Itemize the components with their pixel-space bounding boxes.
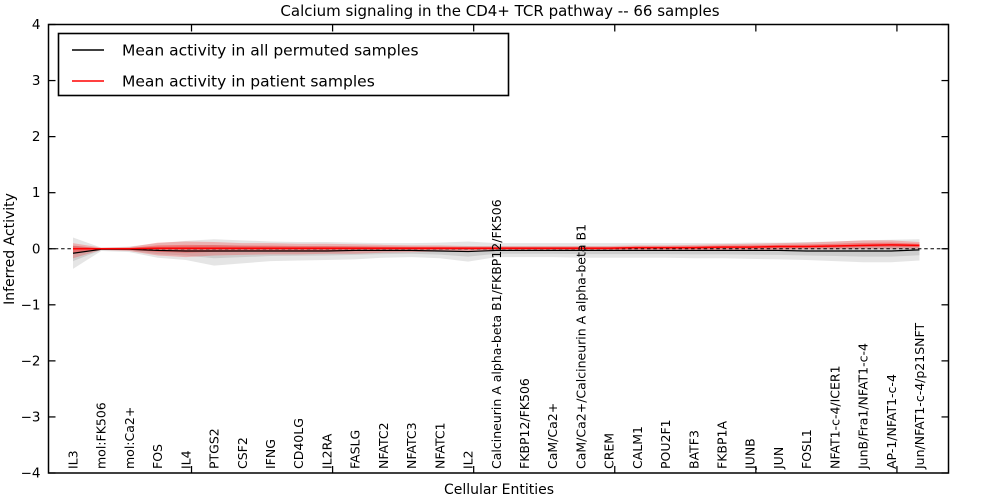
permuted-band-outer [73, 237, 920, 269]
x-category-label: JunB/Fra1/NFAT1-c-4 [856, 343, 871, 470]
patient-band-outer [73, 240, 920, 259]
x-category-label: IL4 [178, 450, 193, 469]
x-category-label: mol:FK506 [94, 402, 109, 469]
x-category-label: IFNG [263, 439, 278, 469]
y-axis-title: Inferred Activity [2, 193, 18, 305]
y-tick-label: 2 [32, 129, 41, 145]
y-tick-label: 4 [32, 17, 41, 33]
x-category-label: IL2 [461, 450, 476, 469]
plot-area: −4 −3 −2 −1 0 1 2 3 4 IL3 mol:FK506 mol:Ca2+ FOS IL4 P… [21, 17, 949, 482]
x-category-label: AP-1/NFAT1-c-4 [884, 374, 899, 469]
y-tick-label: 3 [32, 73, 41, 89]
x-category-label: NFATC3 [404, 422, 419, 469]
x-category-label: JUN [771, 447, 786, 470]
x-category-label: Jun/NFAT1-c-4/p21SNFT [912, 323, 927, 470]
x-category-label: CaM/Ca2+/Calcineurin A alpha-beta B1 [573, 224, 588, 469]
permuted-mean-line [72, 248, 920, 254]
plot-border [47, 23, 950, 474]
x-category-label: FOS [150, 444, 165, 469]
y-tick-label: −1 [21, 297, 41, 313]
legend-box [57, 32, 510, 97]
x-category-label: NFATC1 [432, 422, 447, 469]
x-category-label: NFATC2 [376, 422, 391, 469]
legend-label-patient: Mean activity in patient samples [122, 73, 375, 91]
x-category-label: FOSL1 [799, 429, 814, 469]
y-tick-label: 0 [32, 241, 41, 257]
x-category-label: NFAT1-c-4/ICER1 [827, 365, 842, 469]
x-category-label: BATF3 [686, 430, 701, 469]
y-tick-label: −4 [21, 466, 41, 482]
x-category-label: PTGS2 [207, 428, 222, 469]
x-category-label: FKBP12/FK506 [517, 378, 532, 469]
y-tick-label: 1 [32, 185, 41, 201]
x-category-label: IL2RA [319, 433, 334, 469]
y-tick-label: −3 [21, 409, 41, 425]
x-category-label: CaM/Ca2+ [545, 403, 560, 469]
x-category-label: CALM1 [630, 426, 645, 469]
x-category-label: JUNB [743, 438, 758, 470]
x-axis-title: Cellular Entities [444, 482, 554, 498]
x-category-label: Calcineurin A alpha-beta B1/FKBP12/FK506 [489, 199, 504, 469]
patient-mean-line [73, 244, 920, 250]
x-category-label: CD40LG [291, 418, 306, 469]
x-category-label: FASLG [348, 430, 363, 469]
x-category-label: mol:Ca2+ [122, 407, 137, 469]
x-category-label: POU2F1 [658, 419, 673, 469]
x-category-label: FKBP1A [714, 421, 729, 469]
chart-title: Calcium signaling in the CD4+ TCR pathwa… [280, 2, 719, 20]
x-category-label: CREM [602, 433, 617, 469]
x-category-label: IL3 [66, 450, 81, 469]
x-category-label: CSF2 [235, 437, 250, 469]
legend-label-permuted: Mean activity in all permuted samples [122, 42, 419, 60]
y-tick-label: −2 [21, 353, 41, 369]
legend: Mean activity in all permuted samples Me… [57, 32, 510, 97]
